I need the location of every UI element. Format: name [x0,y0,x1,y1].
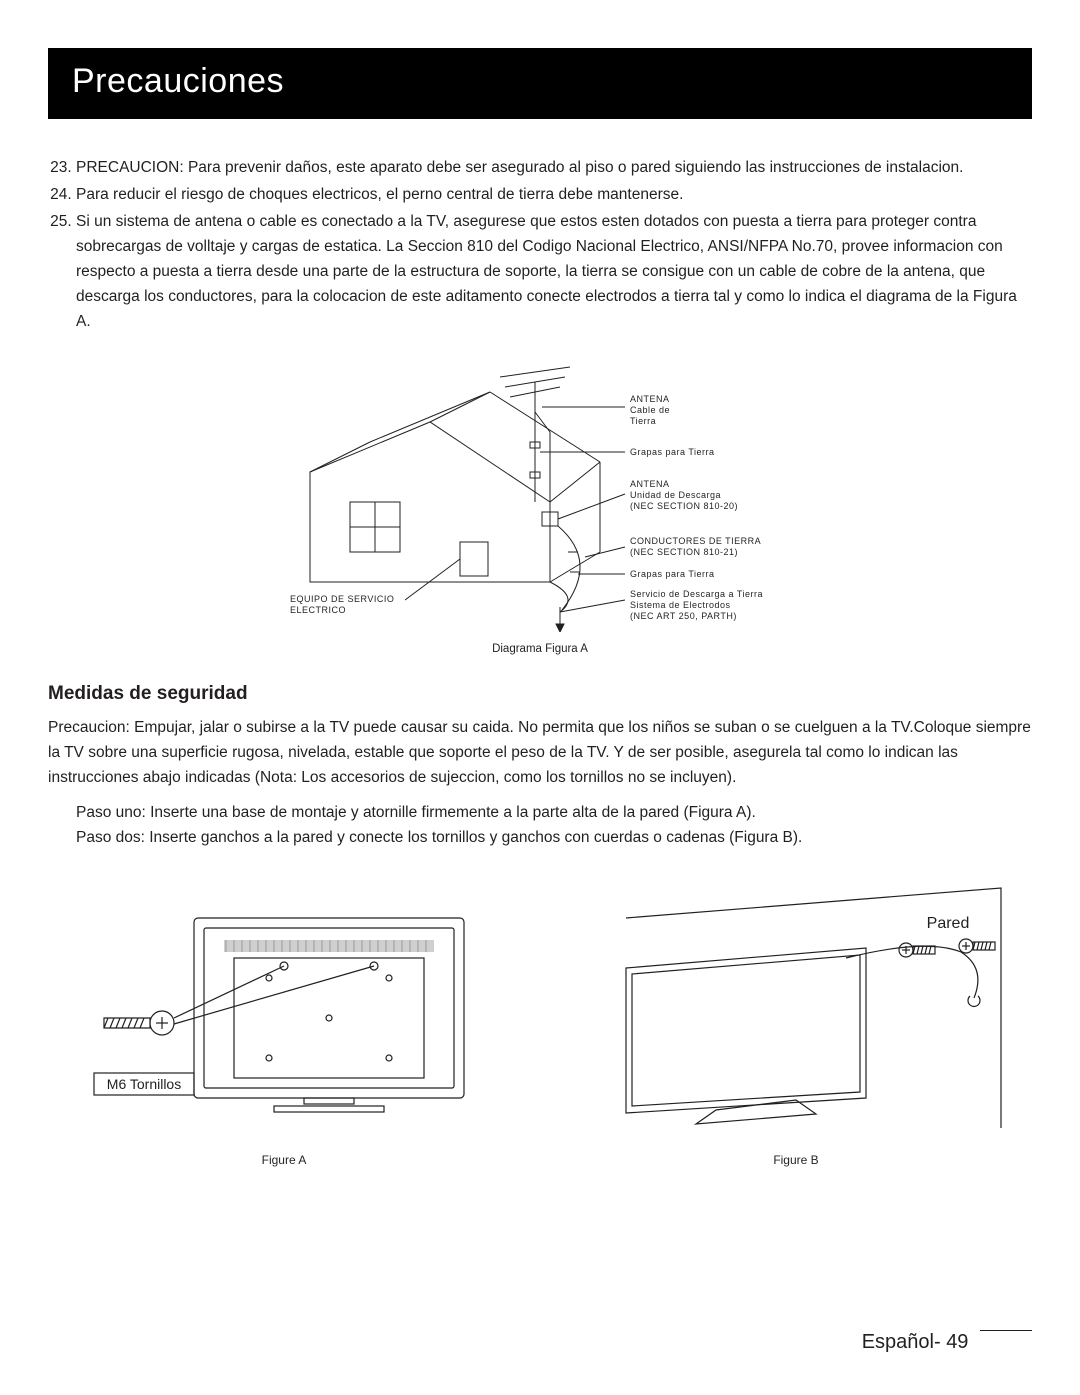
grounding-diagram-svg: ANTENACable deTierra Grapas para Tierra … [230,352,850,632]
safety-step: Paso uno: Inserte una base de montaje y … [76,800,1032,825]
caution-item: Para reducir el riesgo de choques electr… [76,182,1032,207]
figure-b-svg: Pared [566,878,1026,1138]
page-title-bar: Precauciones [48,48,1032,119]
figure-b: Pared Figure B [560,878,1032,1167]
diagram-label: ANTENACable deTierra [630,394,670,426]
wall-label: Pared [927,915,970,932]
diagram-label: EQUIPO DE SERVICIOELECTRICO [290,594,394,615]
caution-item: PRECAUCION: Para prevenir daños, este ap… [76,155,1032,180]
diagram-label: CONDUCTORES DE TIERRA(NEC SECTION 810-21… [630,536,761,557]
safety-steps: Paso uno: Inserte una base de montaje y … [48,800,1032,850]
screw-label: M6 Tornillos [107,1076,181,1092]
caution-text: PRECAUCION: Para prevenir daños, este ap… [76,159,963,176]
figure-a: M6 Tornillos Figure A [48,878,520,1167]
figure-a-svg: M6 Tornillos [74,878,494,1138]
footer-rule [980,1330,1032,1331]
caution-list-wrap: PRECAUCION: Para prevenir daños, este ap… [48,155,1032,334]
caution-list: PRECAUCION: Para prevenir daños, este ap… [48,155,1032,334]
page-title: Precauciones [72,62,284,100]
safety-paragraph: Precaucion: Empujar, jalar o subirse a l… [48,715,1032,790]
grounding-diagram: ANTENACable deTierra Grapas para Tierra … [230,352,850,655]
diagram-label: Servicio de Descarga a TierraSistema de … [630,589,763,621]
figure-b-caption: Figure B [560,1153,1032,1167]
caution-text: Para reducir el riesgo de choques electr… [76,186,683,203]
figure-a-caption: Figure A [48,1153,520,1167]
footer-page-number: 49 [946,1331,968,1353]
caution-item: Si un sistema de antena o cable es conec… [76,209,1032,334]
footer-language: Español [862,1331,934,1353]
caution-text: Si un sistema de antena o cable es conec… [76,213,1017,330]
safety-step: Paso dos: Inserte ganchos a la pared y c… [76,825,1032,850]
manual-page: Precauciones PRECAUCION: Para prevenir d… [0,0,1080,1395]
safety-heading: Medidas de seguridad [48,683,1032,705]
diagram-label: Grapas para Tierra [630,447,715,457]
diagram-caption: Diagrama Figura A [230,643,850,655]
diagram-label: Grapas para Tierra [630,569,715,579]
page-footer: Español- 49 [862,1330,1032,1355]
figures-row: M6 Tornillos Figure A [48,878,1032,1167]
diagram-label: ANTENAUnidad de Descarga(NEC SECTION 810… [630,479,738,511]
